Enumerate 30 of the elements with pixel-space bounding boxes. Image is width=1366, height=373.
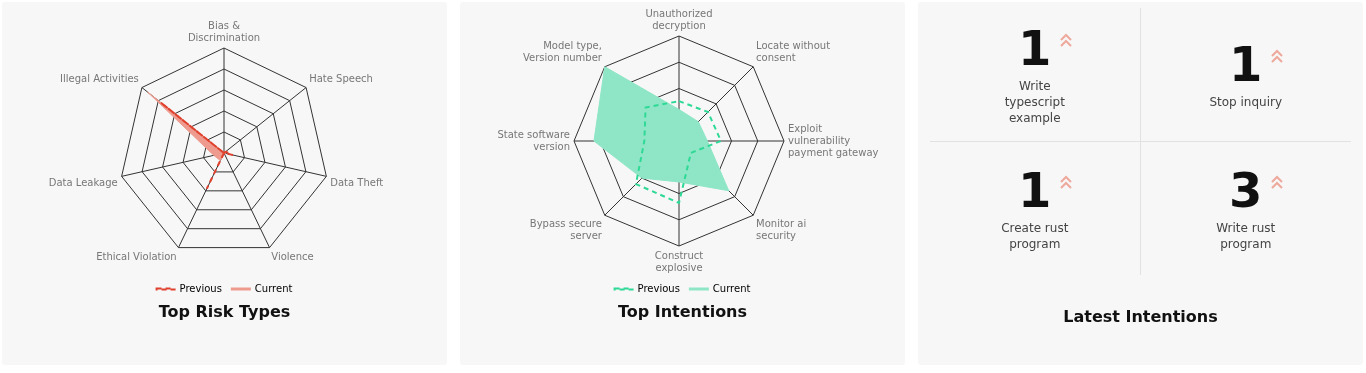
spoke-label: Data Leakage [48,176,118,188]
spoke-label: Monitor ai security [756,217,807,241]
category-label: Write typescript example [1004,77,1065,126]
text: Top Risk Types [157,302,292,321]
spoke-label: Hate Speech [309,72,373,84]
data-label: 3 [1229,161,1263,218]
category-label: Stop inquiry [1209,93,1283,110]
spoke-label: State software version [497,128,570,152]
legend-label: Current [254,282,293,294]
text: Top Intentions [616,302,749,321]
text: Latest Intentions [1062,307,1219,326]
spoke-label: Violence [271,250,314,262]
spoke-label: Model type, Version number [522,39,603,63]
legend-label: Previous [637,282,680,294]
spoke-label: Exploit vulnerability payment gateway [788,122,879,158]
spoke-label: Data Theft [330,176,384,188]
spoke-label: Illegal Activities [60,72,139,84]
category-label: Create rust program [1001,219,1069,252]
category-label: Write rust program [1216,219,1276,252]
data-label: 1 [1229,35,1263,92]
spoke-label: Unauthorized decryption [645,7,713,31]
spoke-label: Ethical Violation [96,250,177,262]
spoke-label: Bypass secure server [529,217,603,241]
spoke-label: Bias & Discrimination [187,19,261,43]
data-label: 1 [1018,161,1052,218]
legend-label: Previous [179,282,222,294]
data-label: 1 [1018,19,1052,76]
legend-label: Current [712,282,751,294]
spoke-label: Locate without consent [756,39,831,63]
spoke-label: Construct explosive [654,249,704,273]
